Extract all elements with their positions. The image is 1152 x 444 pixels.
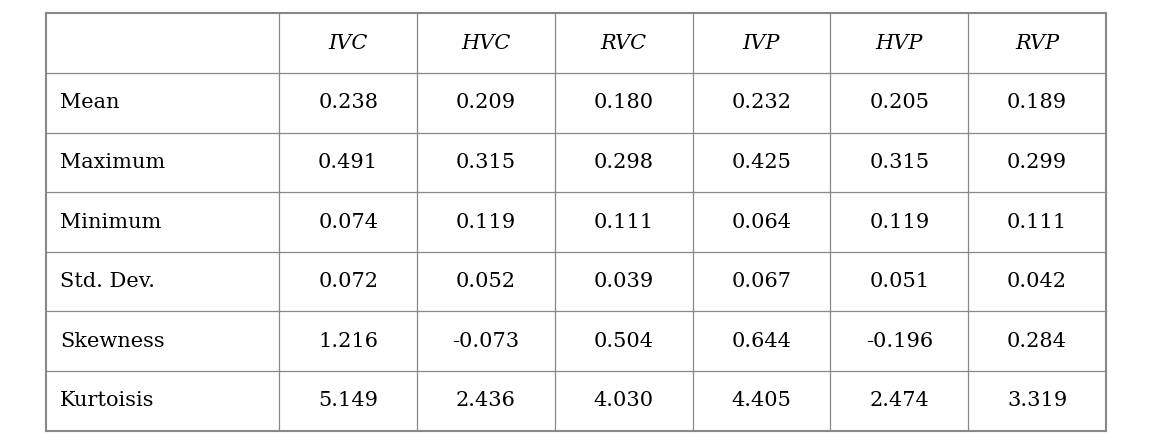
Text: 0.189: 0.189 bbox=[1007, 93, 1067, 112]
Text: 0.111: 0.111 bbox=[1007, 213, 1067, 231]
Text: RVC: RVC bbox=[600, 34, 646, 53]
Text: 2.474: 2.474 bbox=[870, 391, 930, 410]
Text: 0.504: 0.504 bbox=[593, 332, 653, 351]
Text: 0.042: 0.042 bbox=[1007, 272, 1067, 291]
Text: -0.073: -0.073 bbox=[453, 332, 520, 351]
Text: 0.180: 0.180 bbox=[593, 93, 653, 112]
Text: 0.074: 0.074 bbox=[318, 213, 378, 231]
Text: IVP: IVP bbox=[743, 34, 780, 53]
Text: 0.067: 0.067 bbox=[732, 272, 791, 291]
Text: Minimum: Minimum bbox=[60, 213, 161, 231]
Text: 0.039: 0.039 bbox=[593, 272, 654, 291]
Text: 0.209: 0.209 bbox=[456, 93, 516, 112]
Text: 0.119: 0.119 bbox=[869, 213, 930, 231]
Text: 0.425: 0.425 bbox=[732, 153, 791, 172]
Text: 0.232: 0.232 bbox=[732, 93, 791, 112]
Text: 0.284: 0.284 bbox=[1007, 332, 1067, 351]
Text: 0.111: 0.111 bbox=[593, 213, 654, 231]
Text: 1.216: 1.216 bbox=[318, 332, 378, 351]
Text: 5.149: 5.149 bbox=[318, 391, 378, 410]
Text: 2.436: 2.436 bbox=[456, 391, 516, 410]
Text: 4.030: 4.030 bbox=[593, 391, 653, 410]
Text: 0.491: 0.491 bbox=[318, 153, 378, 172]
Text: -0.196: -0.196 bbox=[865, 332, 933, 351]
Text: Maximum: Maximum bbox=[60, 153, 165, 172]
Text: RVP: RVP bbox=[1015, 34, 1059, 53]
Text: Mean: Mean bbox=[60, 93, 120, 112]
Text: 4.405: 4.405 bbox=[732, 391, 791, 410]
Text: 3.319: 3.319 bbox=[1007, 391, 1067, 410]
Text: 0.205: 0.205 bbox=[870, 93, 930, 112]
Text: Kurtoisis: Kurtoisis bbox=[60, 391, 154, 410]
Text: HVP: HVP bbox=[876, 34, 923, 53]
Text: IVC: IVC bbox=[328, 34, 367, 53]
Text: Std. Dev.: Std. Dev. bbox=[60, 272, 154, 291]
Text: 0.315: 0.315 bbox=[456, 153, 516, 172]
Text: 0.064: 0.064 bbox=[732, 213, 791, 231]
Text: 0.238: 0.238 bbox=[318, 93, 378, 112]
Text: 0.298: 0.298 bbox=[593, 153, 653, 172]
Text: 0.315: 0.315 bbox=[870, 153, 930, 172]
Text: Skewness: Skewness bbox=[60, 332, 165, 351]
Text: 0.052: 0.052 bbox=[456, 272, 516, 291]
Text: 0.119: 0.119 bbox=[456, 213, 516, 231]
Text: 0.299: 0.299 bbox=[1007, 153, 1067, 172]
Text: 0.644: 0.644 bbox=[732, 332, 791, 351]
Text: HVC: HVC bbox=[461, 34, 510, 53]
Text: 0.051: 0.051 bbox=[870, 272, 930, 291]
Text: 0.072: 0.072 bbox=[318, 272, 378, 291]
